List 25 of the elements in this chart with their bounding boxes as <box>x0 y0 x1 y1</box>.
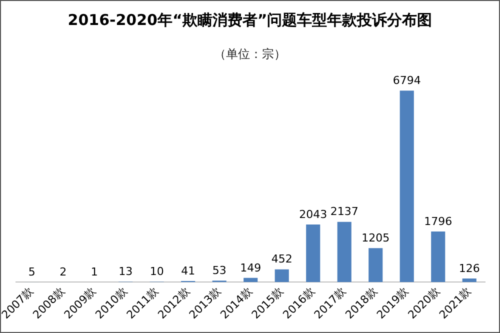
data-label: 126 <box>458 262 480 275</box>
bar <box>400 90 414 282</box>
data-label: 1796 <box>424 214 452 228</box>
data-label: 2 <box>60 265 67 278</box>
data-label: 6794 <box>392 74 421 88</box>
bar <box>306 224 320 282</box>
chart-subtitle: （单位：宗） <box>213 46 287 63</box>
bar <box>274 269 289 282</box>
bar <box>244 278 258 282</box>
data-label: 2137 <box>330 205 358 218</box>
data-label: 13 <box>118 265 133 278</box>
bar <box>337 222 352 282</box>
data-label: 53 <box>212 264 226 277</box>
chart-title: 2016-2020年“欺瞒消费者”问题车型年款投诉分布图 <box>66 11 434 30</box>
data-label: 1 <box>90 265 98 278</box>
data-label: 149 <box>240 261 262 274</box>
bar <box>431 231 446 282</box>
data-label: 5 <box>28 265 36 278</box>
data-label: 452 <box>271 252 292 266</box>
bar <box>368 248 383 282</box>
data-label: 10 <box>150 265 164 278</box>
data-label: 2043 <box>299 208 328 221</box>
data-label: 41 <box>181 264 196 278</box>
bar <box>462 278 476 282</box>
data-label: 1205 <box>362 232 390 244</box>
